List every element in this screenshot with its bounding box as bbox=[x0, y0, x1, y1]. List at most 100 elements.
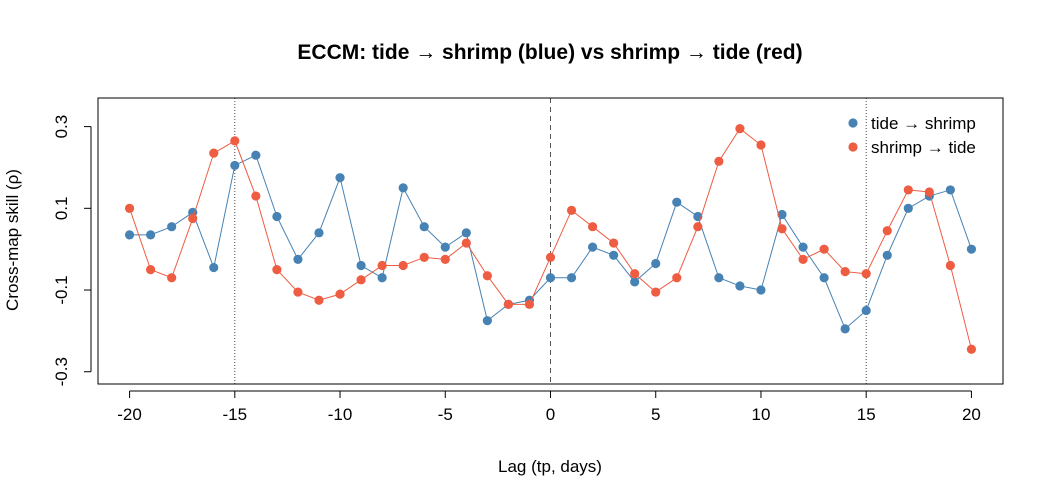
data-point bbox=[377, 260, 387, 271]
data-point bbox=[756, 285, 766, 295]
data-point bbox=[882, 250, 892, 260]
data-point bbox=[840, 267, 850, 277]
x-axis-label: Lag (tp, days) bbox=[498, 457, 602, 476]
data-point bbox=[819, 244, 829, 254]
x-tick-label: -5 bbox=[438, 405, 453, 424]
x-tick-label: -15 bbox=[223, 405, 248, 424]
data-point bbox=[124, 230, 135, 240]
y-axis: -0.3 -0.1 0.1 0.3 bbox=[52, 115, 92, 386]
data-point bbox=[924, 187, 934, 197]
data-point bbox=[566, 273, 577, 283]
x-tick-label: 15 bbox=[857, 405, 876, 424]
plot-frame bbox=[97, 97, 1004, 385]
x-tick-label: 0 bbox=[546, 405, 555, 424]
data-point bbox=[651, 287, 661, 297]
data-point bbox=[903, 203, 913, 213]
data-point bbox=[293, 287, 303, 297]
data-point bbox=[398, 183, 408, 193]
data-point bbox=[819, 273, 829, 283]
x-axis: -20 -15 -10 -5 0 5 10 15 20 bbox=[117, 390, 981, 424]
data-point bbox=[798, 242, 808, 252]
data-point bbox=[503, 299, 514, 309]
data-point bbox=[167, 222, 177, 232]
data-point bbox=[419, 252, 429, 262]
data-point bbox=[945, 260, 955, 271]
data-point bbox=[735, 281, 745, 291]
data-point bbox=[966, 344, 977, 354]
reference-lines bbox=[234, 98, 867, 384]
data-point bbox=[209, 262, 219, 273]
x-tick-label: -10 bbox=[328, 405, 353, 424]
data-point bbox=[630, 269, 640, 279]
data-point bbox=[714, 273, 724, 283]
data-point bbox=[482, 271, 492, 281]
data-point bbox=[566, 205, 577, 215]
series-1 bbox=[124, 150, 977, 334]
data-point bbox=[482, 316, 492, 326]
data-point bbox=[398, 260, 408, 271]
y-tick-label: -0.1 bbox=[52, 275, 71, 304]
data-point bbox=[461, 238, 471, 248]
data-point bbox=[251, 150, 261, 160]
data-point bbox=[798, 254, 808, 264]
data-point bbox=[840, 324, 850, 334]
data-point bbox=[777, 209, 787, 220]
data-point bbox=[777, 224, 787, 234]
legend: tide → shrimp shrimp → tide bbox=[848, 114, 976, 157]
y-tick-label: 0.3 bbox=[52, 115, 71, 139]
x-tick-label: 20 bbox=[962, 405, 981, 424]
data-point bbox=[419, 222, 429, 232]
data-point bbox=[524, 299, 535, 309]
data-point bbox=[146, 265, 156, 275]
data-point bbox=[440, 242, 450, 252]
data-point bbox=[272, 265, 282, 275]
data-point bbox=[124, 203, 135, 213]
data-point bbox=[672, 197, 682, 207]
data-point bbox=[861, 269, 871, 279]
data-point bbox=[545, 273, 556, 283]
data-point bbox=[335, 289, 345, 299]
data-point bbox=[440, 254, 450, 264]
legend-marker bbox=[848, 118, 858, 128]
data-point bbox=[630, 277, 640, 287]
data-point bbox=[377, 273, 387, 283]
legend-label: tide → shrimp bbox=[871, 114, 976, 133]
data-point bbox=[587, 222, 598, 232]
data-point bbox=[651, 258, 661, 269]
data-point bbox=[756, 140, 766, 150]
data-point bbox=[903, 185, 913, 195]
data-point bbox=[335, 173, 345, 183]
data-point bbox=[735, 124, 745, 134]
data-point bbox=[209, 148, 219, 158]
data-point bbox=[882, 226, 892, 236]
data-point bbox=[188, 213, 198, 224]
data-point bbox=[230, 136, 240, 146]
y-tick-label: 0.1 bbox=[52, 196, 71, 220]
data-point bbox=[272, 211, 282, 222]
data-point bbox=[251, 191, 261, 201]
data-point bbox=[314, 295, 324, 305]
data-point bbox=[945, 185, 955, 195]
data-point bbox=[167, 273, 177, 283]
data-point bbox=[714, 156, 724, 166]
data-point bbox=[966, 244, 977, 254]
data-point bbox=[356, 260, 366, 271]
y-tick-label: -0.3 bbox=[52, 357, 71, 386]
data-point bbox=[461, 228, 471, 238]
data-point bbox=[146, 230, 156, 240]
data-point bbox=[545, 252, 556, 262]
y-axis-label: Cross-map skill (ρ) bbox=[3, 169, 22, 311]
data-point bbox=[672, 273, 682, 283]
data-point bbox=[609, 250, 619, 260]
chart-title: ECCM: tide → shrimp (blue) vs shrimp → t… bbox=[297, 41, 802, 64]
data-point bbox=[587, 242, 598, 252]
data-point bbox=[356, 275, 366, 285]
x-tick-label: 5 bbox=[651, 405, 660, 424]
x-tick-label: 10 bbox=[752, 405, 771, 424]
data-point bbox=[693, 222, 703, 232]
data-point bbox=[861, 305, 871, 316]
legend-label: shrimp → tide bbox=[871, 138, 976, 157]
data-point bbox=[314, 228, 324, 238]
x-tick-label: -20 bbox=[117, 405, 142, 424]
